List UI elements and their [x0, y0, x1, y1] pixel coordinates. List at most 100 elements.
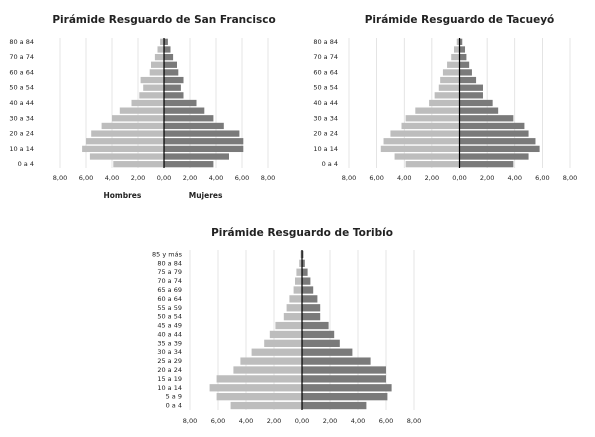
- category-label: 15 a 19: [157, 375, 182, 383]
- x-tick-label: 6,00: [235, 174, 249, 182]
- category-label: 40 a 44: [9, 99, 34, 107]
- bar: [415, 107, 460, 114]
- bar: [302, 375, 386, 383]
- bar: [240, 357, 302, 365]
- bar: [143, 84, 164, 91]
- category-label: 80 a 84: [9, 38, 34, 46]
- category-label: 65 a 69: [157, 286, 182, 294]
- x-tick-label: 4,00: [105, 174, 119, 182]
- category-label: 25 a 29: [157, 357, 182, 365]
- bar: [302, 384, 392, 392]
- bar: [459, 53, 467, 61]
- category-label: 80 a 84: [313, 38, 338, 46]
- category-label: 35 a 39: [157, 339, 182, 347]
- bar: [459, 153, 529, 160]
- x-tick-label: 4,00: [397, 174, 411, 182]
- bar: [459, 38, 463, 45]
- bar: [442, 69, 460, 76]
- bar: [451, 53, 460, 61]
- bar: [275, 321, 302, 330]
- bar: [383, 138, 460, 145]
- bar: [113, 161, 164, 168]
- bar: [459, 92, 483, 99]
- x-tick-label: 8,00: [342, 174, 356, 182]
- bar: [302, 348, 353, 356]
- category-label: 40 a 44: [313, 99, 338, 107]
- bar: [164, 122, 224, 130]
- bar: [82, 145, 164, 153]
- x-tick-label: 4,00: [508, 174, 522, 182]
- category-label: 30 a 34: [313, 114, 338, 122]
- chart-title: Pirámide Resguardo de Toribío: [211, 227, 393, 239]
- bar: [164, 46, 171, 53]
- category-label: 60 a 64: [9, 68, 34, 76]
- bar: [164, 138, 244, 145]
- x-tick-label: 8,00: [407, 417, 421, 425]
- bar: [91, 130, 164, 137]
- bar: [302, 357, 371, 365]
- bar: [164, 84, 181, 91]
- bar: [216, 375, 302, 383]
- bar: [139, 92, 164, 99]
- x-tick-label: 0,00: [157, 174, 171, 182]
- category-label: 70 a 74: [157, 277, 182, 285]
- category-label: 0 a 4: [18, 160, 34, 168]
- bar: [295, 277, 302, 285]
- x-tick-label: 8,00: [563, 174, 577, 182]
- x-tick-label: 2,00: [480, 174, 494, 182]
- chart-title: Pirámide Resguardo de San Francisco: [52, 14, 275, 26]
- bar: [164, 53, 174, 61]
- bar: [302, 313, 321, 321]
- category-label: 80 a 84: [157, 259, 182, 267]
- bar: [283, 313, 302, 321]
- x-tick-label: 2,00: [183, 174, 197, 182]
- bar: [112, 115, 164, 122]
- bar: [302, 393, 388, 401]
- bar: [164, 145, 244, 153]
- x-tick-label: 6,00: [79, 174, 93, 182]
- bar: [434, 92, 460, 99]
- category-label: 75 a 79: [157, 268, 182, 276]
- bar: [154, 53, 164, 61]
- bar: [459, 115, 514, 122]
- bar: [164, 92, 184, 99]
- x-tick-label: 2,00: [131, 174, 145, 182]
- x-tick-label: 8,00: [261, 174, 275, 182]
- bar: [302, 330, 335, 339]
- bar: [251, 348, 302, 356]
- bar: [302, 259, 305, 267]
- bar: [289, 295, 302, 303]
- bar: [459, 130, 529, 137]
- x-tick-label: 0,00: [295, 417, 309, 425]
- bar: [447, 61, 460, 68]
- bar: [164, 38, 168, 45]
- bar: [302, 401, 367, 410]
- bar: [459, 99, 493, 107]
- category-label: 60 a 64: [313, 68, 338, 76]
- bar: [459, 107, 499, 114]
- category-label: 30 a 34: [157, 348, 182, 356]
- category-label: 45 a 49: [157, 322, 182, 330]
- bar: [233, 366, 302, 374]
- bar: [164, 130, 240, 137]
- bar: [296, 268, 302, 276]
- bar: [459, 84, 483, 91]
- bar: [459, 61, 470, 68]
- category-label: 20 a 24: [313, 130, 338, 138]
- bar: [269, 330, 302, 339]
- bar: [293, 286, 302, 294]
- bar: [390, 130, 460, 137]
- x-tick-label: 6,00: [535, 174, 549, 182]
- legend-label: Hombres: [103, 191, 141, 200]
- bar: [302, 339, 340, 347]
- bar: [459, 46, 466, 53]
- bar: [299, 259, 302, 267]
- category-label: 50 a 54: [9, 84, 34, 92]
- bar: [459, 122, 525, 130]
- bar: [459, 145, 540, 153]
- bar: [119, 107, 164, 114]
- category-label: 20 a 24: [9, 130, 34, 138]
- x-tick-label: 6,00: [379, 417, 393, 425]
- bar: [164, 107, 205, 114]
